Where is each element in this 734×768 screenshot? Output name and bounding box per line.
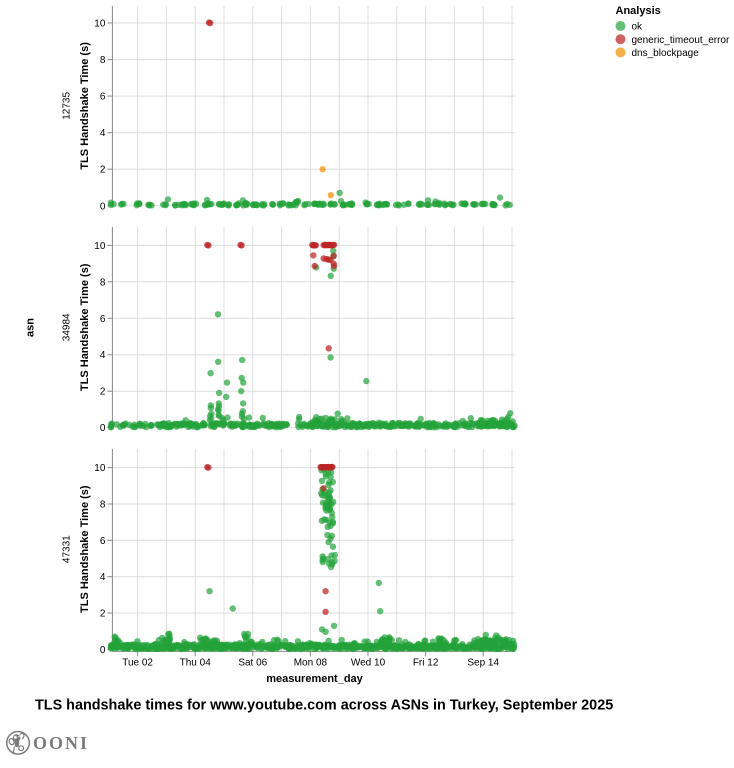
svg-text:Wed 10: Wed 10: [351, 658, 386, 669]
svg-text:TLS Handshake Time (s): TLS Handshake Time (s): [79, 42, 91, 170]
svg-text:dns_blockpage: dns_blockpage: [632, 48, 700, 59]
svg-text:4: 4: [100, 350, 106, 361]
svg-text:generic_timeout_error: generic_timeout_error: [632, 35, 730, 46]
svg-text:8: 8: [100, 277, 106, 288]
svg-text:0: 0: [100, 423, 106, 434]
svg-text:6: 6: [100, 536, 106, 547]
svg-text:10: 10: [94, 463, 106, 474]
svg-text:47331: 47331: [61, 535, 72, 563]
svg-text:10: 10: [94, 19, 106, 30]
svg-text:ok: ok: [632, 22, 644, 33]
svg-text:Analysis: Analysis: [616, 5, 661, 17]
svg-text:TLS Handshake Time (s): TLS Handshake Time (s): [79, 263, 91, 391]
svg-text:6: 6: [100, 314, 106, 325]
svg-text:TLS handshake times for www.yo: TLS handshake times for www.youtube.com …: [35, 698, 613, 714]
svg-text:asn: asn: [25, 318, 37, 337]
svg-text:OONI: OONI: [33, 733, 89, 753]
svg-text:12735: 12735: [61, 92, 72, 120]
svg-text:Mon 08: Mon 08: [294, 658, 328, 669]
svg-text:10: 10: [94, 241, 106, 252]
svg-text:6: 6: [100, 92, 106, 103]
svg-text:TLS Handshake Time (s): TLS Handshake Time (s): [79, 485, 91, 613]
svg-text:2: 2: [100, 387, 106, 398]
svg-text:Fri 12: Fri 12: [413, 658, 439, 669]
svg-text:2: 2: [100, 609, 106, 620]
svg-text:measurement_day: measurement_day: [266, 673, 363, 685]
svg-text:0: 0: [100, 201, 106, 212]
svg-text:4: 4: [100, 572, 106, 583]
svg-text:2: 2: [100, 165, 106, 176]
svg-text:0: 0: [100, 645, 106, 656]
svg-text:Thu 04: Thu 04: [180, 658, 212, 669]
svg-text:Sat 06: Sat 06: [238, 658, 267, 669]
svg-text:8: 8: [100, 55, 106, 66]
svg-text:4: 4: [100, 128, 106, 139]
svg-text:34984: 34984: [61, 313, 72, 341]
svg-text:8: 8: [100, 500, 106, 511]
svg-text:Tue 02: Tue 02: [122, 658, 153, 669]
svg-text:Sep 14: Sep 14: [467, 658, 499, 669]
